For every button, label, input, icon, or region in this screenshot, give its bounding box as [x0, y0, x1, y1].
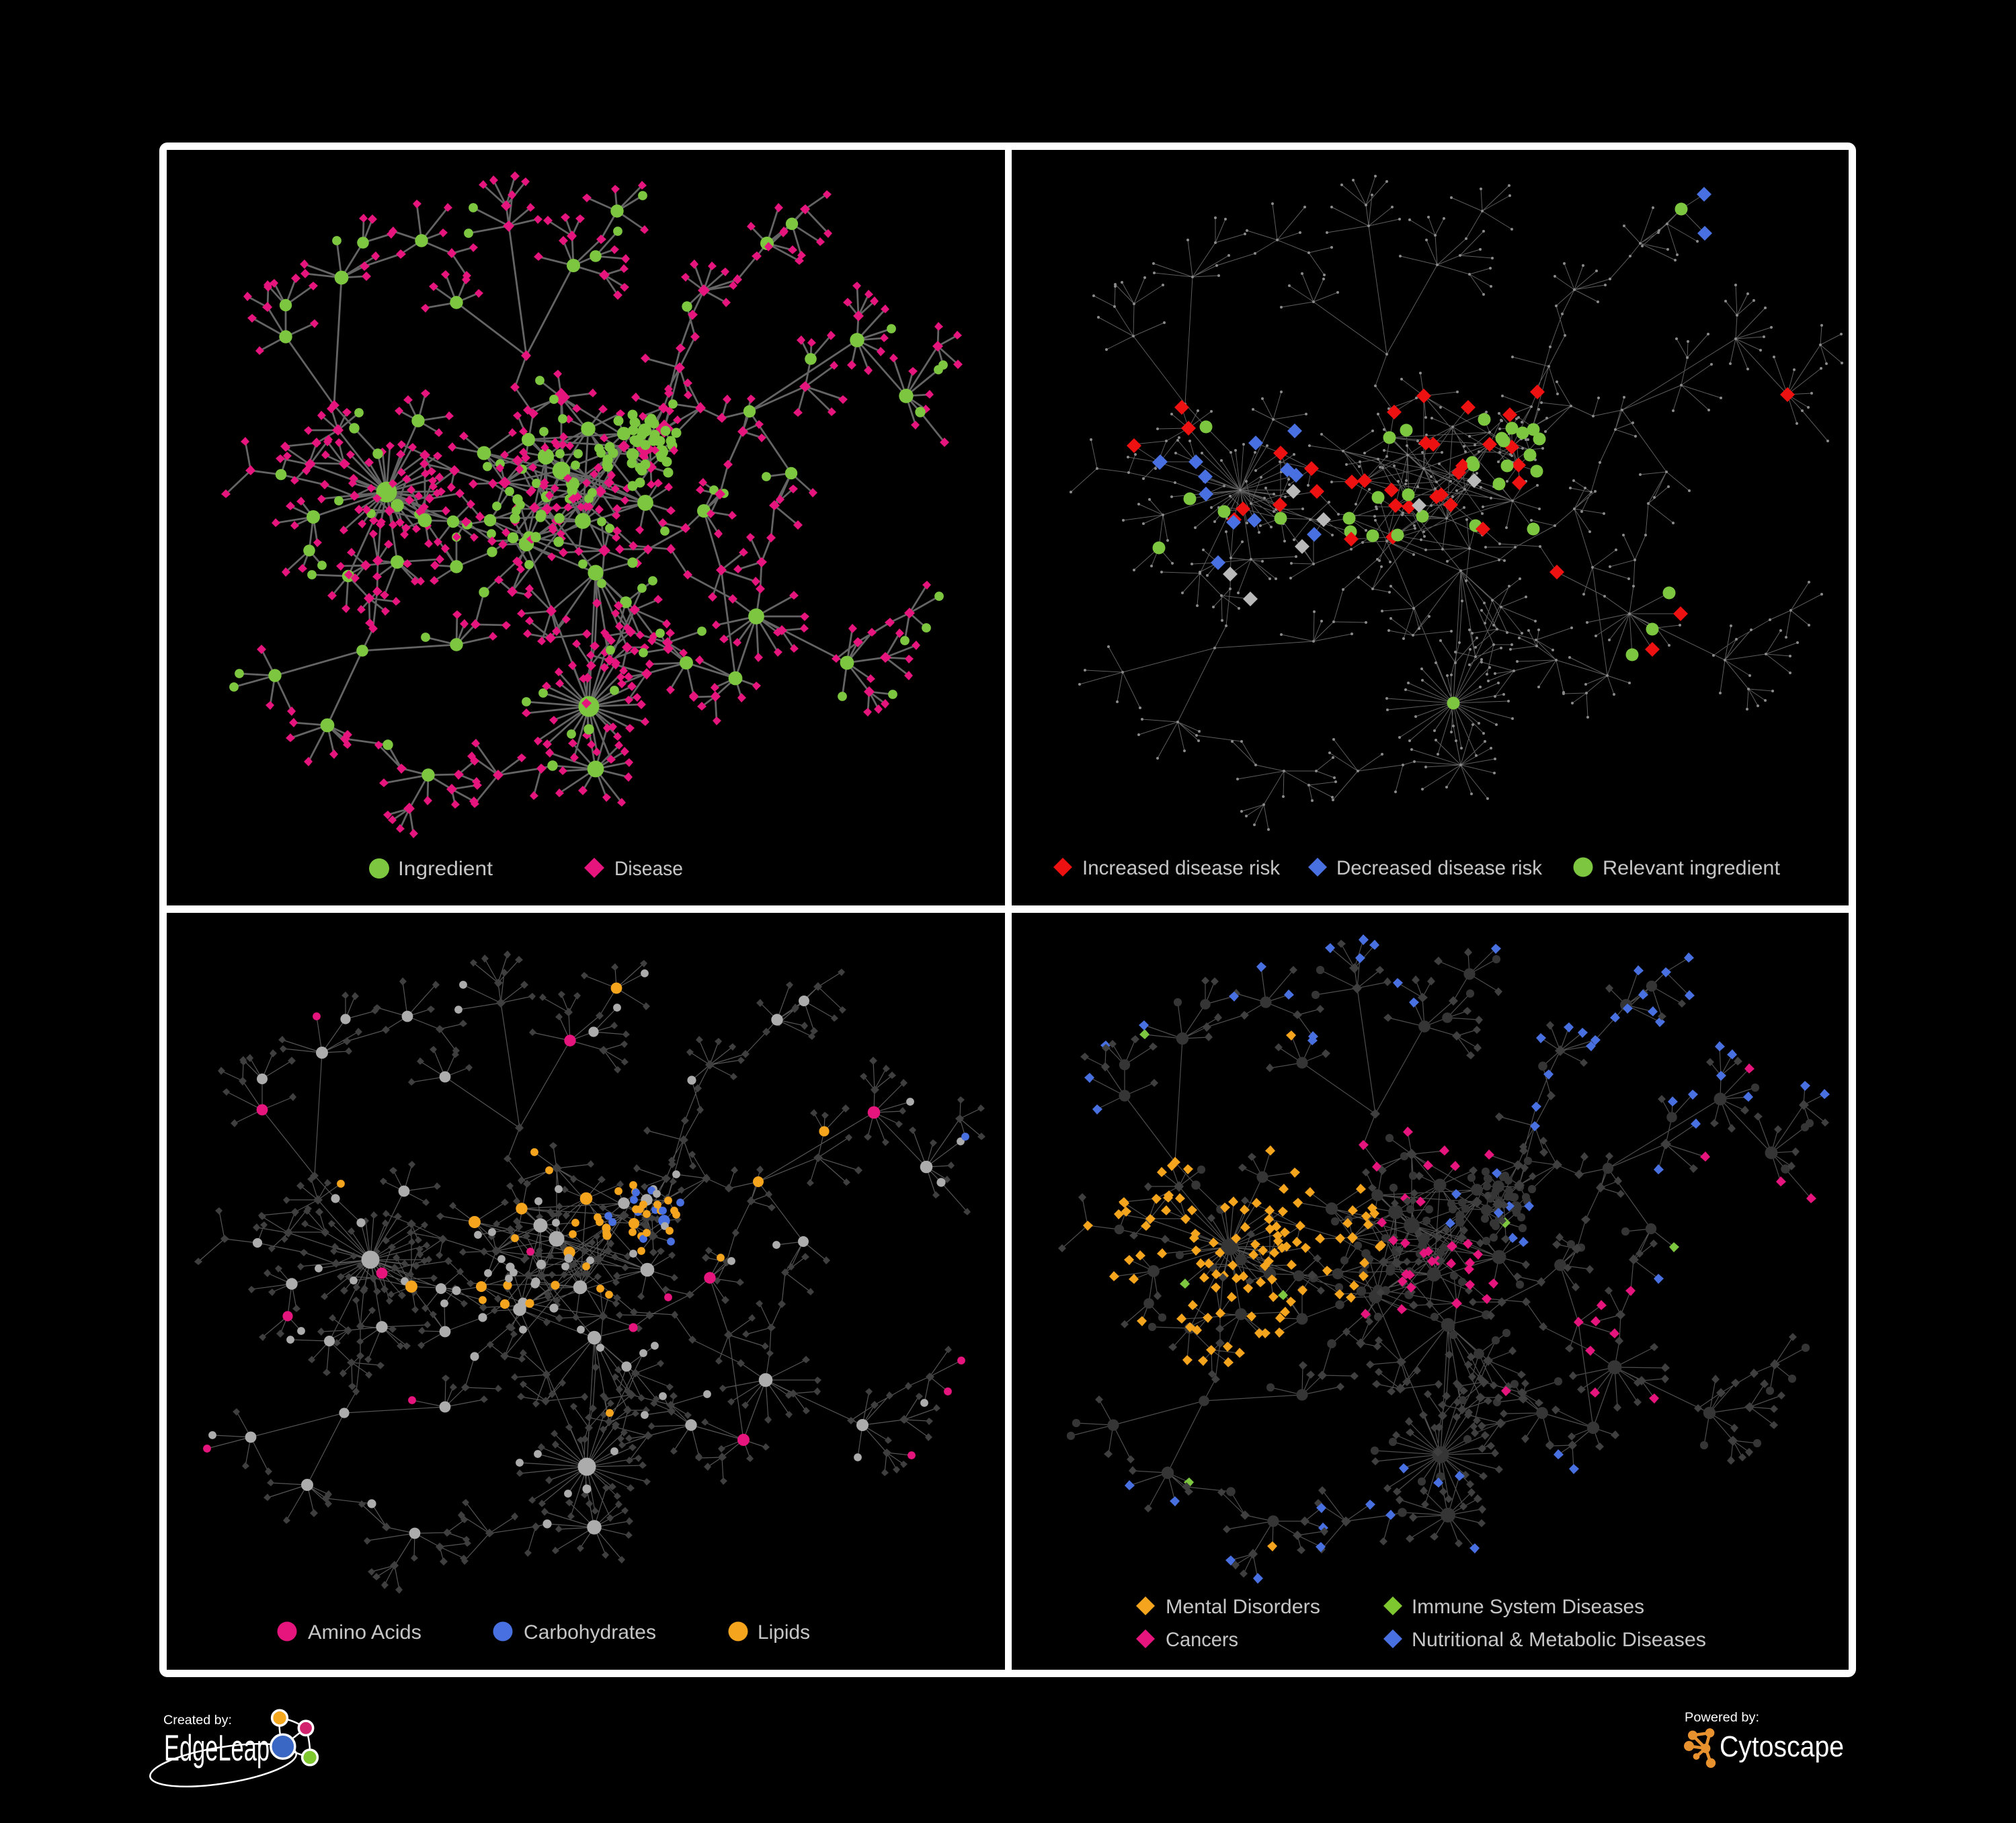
svg-text:Powered by:: Powered by: [1685, 1711, 1759, 1725]
svg-text:Disease: Disease [614, 858, 683, 880]
svg-text:Decreased disease risk: Decreased disease risk [1336, 857, 1543, 879]
svg-text:Relevant ingredient: Relevant ingredient [1603, 857, 1781, 879]
svg-text:Carbohydrates: Carbohydrates [524, 1621, 656, 1644]
svg-text:EdgeLeap: EdgeLeap [164, 1727, 270, 1769]
svg-text:Ingredient: Ingredient [398, 858, 493, 880]
svg-text:Increased disease risk: Increased disease risk [1082, 857, 1281, 879]
svg-text:Immune System Diseases: Immune System Diseases [1412, 1596, 1644, 1618]
svg-text:Created by:: Created by: [163, 1713, 232, 1728]
svg-text:Cancers: Cancers [1166, 1629, 1238, 1651]
svg-text:Mental Disorders: Mental Disorders [1166, 1596, 1320, 1618]
svg-text:Lipids: Lipids [758, 1621, 810, 1644]
svg-text:Nutritional & Metabolic Diseas: Nutritional & Metabolic Diseases [1412, 1629, 1706, 1651]
svg-text:Amino Acids: Amino Acids [308, 1621, 421, 1644]
svg-text:Cytoscape: Cytoscape [1720, 1730, 1844, 1763]
